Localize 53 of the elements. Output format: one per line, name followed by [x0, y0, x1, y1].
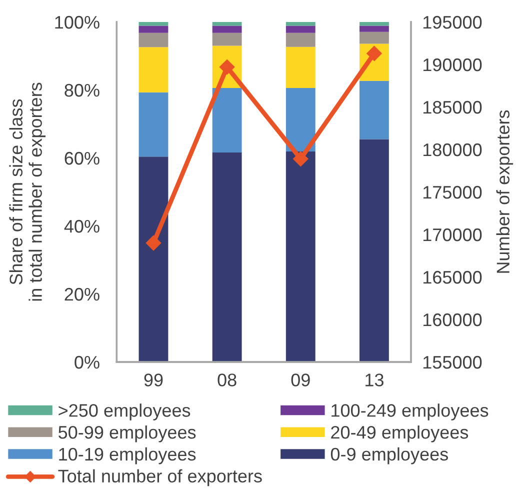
- y2-tick-label: 165000: [423, 270, 482, 284]
- legend-label: 50-99 employees: [58, 425, 196, 442]
- y-tick-label: 0%: [74, 356, 100, 369]
- legend-label: Total number of exporters: [58, 469, 262, 486]
- x-tick-label: 08: [218, 374, 236, 386]
- y2-tick-label: 170000: [423, 228, 482, 242]
- bar: [360, 22, 389, 26]
- bar: [286, 46, 316, 88]
- bar: [138, 22, 168, 26]
- bar: [212, 152, 242, 362]
- bar: [138, 26, 168, 33]
- y2-tick-label: 155000: [423, 356, 482, 369]
- bar: [138, 92, 168, 157]
- point: [293, 151, 308, 166]
- y2-tick-label: 180000: [423, 143, 482, 156]
- bar: [212, 32, 242, 46]
- bar: [138, 156, 168, 362]
- x-tick-label: 13: [366, 374, 384, 386]
- bar: [212, 26, 242, 33]
- bar: [286, 152, 316, 362]
- point: [366, 46, 382, 62]
- y-tick-label: 40%: [64, 220, 100, 233]
- bar: [286, 88, 316, 152]
- bar: [138, 32, 168, 48]
- y2-axis-title: Number of exporters: [496, 110, 514, 273]
- y-tick-label: 80%: [64, 84, 100, 97]
- point: [146, 235, 162, 251]
- legend-label: 20-49 employees: [331, 425, 468, 442]
- x-tick-label: 09: [291, 374, 310, 386]
- bar: [360, 26, 389, 32]
- bar: [212, 22, 242, 26]
- bar: [360, 80, 389, 140]
- y2-tick-label: 160000: [423, 313, 482, 326]
- x-tick-label: 99: [144, 374, 163, 386]
- legend-label: 100-249 employees: [332, 404, 488, 420]
- bar: [360, 32, 389, 44]
- y-tick-label: 20%: [64, 288, 100, 301]
- y-axis-title: Share of firm size class in total number of exporters: [9, 82, 46, 301]
- legend-label: 10-19 employees: [59, 447, 196, 464]
- bar: [360, 139, 389, 362]
- y2-tick-label: 195000: [423, 16, 482, 29]
- y2-tick-label: 175000: [423, 186, 482, 199]
- y-tick-label: 100%: [55, 16, 100, 29]
- y-tick-label: 60%: [64, 152, 100, 165]
- bar: [138, 47, 168, 92]
- y2-tick-label: 190000: [423, 58, 482, 72]
- y2-tick-label: 185000: [423, 100, 482, 114]
- bar: [286, 26, 316, 33]
- bar: [212, 88, 242, 153]
- legend-label: 0-9 employees: [330, 447, 448, 464]
- legend-label: >250 employees: [58, 404, 190, 420]
- bar: [286, 32, 316, 47]
- bar: [286, 22, 316, 26]
